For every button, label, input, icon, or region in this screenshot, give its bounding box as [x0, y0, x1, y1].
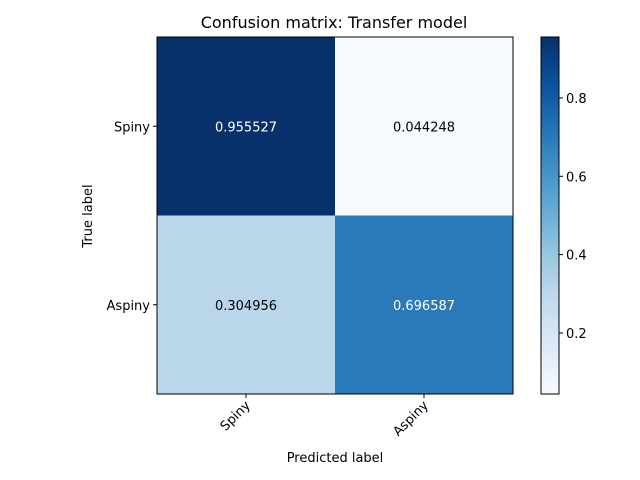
colorbar-tick-label-1: 0.4 [566, 249, 587, 264]
matrix-cell-value-r0-c0: 0.955527 [215, 120, 277, 135]
x-axis-ticks: Spiny Aspiny [218, 394, 432, 440]
colorbar-tick-label-2: 0.6 [566, 170, 587, 185]
matrix-cell-r1-c1 [335, 215, 513, 394]
colorbar-tick-label-3: 0.8 [566, 92, 587, 107]
matrix-cell-value-r0-c1: 0.044248 [393, 120, 455, 135]
matrix-cell-r0-c0 [157, 37, 335, 216]
x-axis-label: Predicted label [287, 451, 384, 466]
matrix-cell-value-r1-c1: 0.696587 [393, 299, 455, 314]
colorbar [540, 36, 560, 395]
y-tick-label-0: Spiny [114, 120, 150, 135]
chart-title: Confusion matrix: Transfer model [201, 13, 468, 32]
colorbar-tick-label-0: 0.2 [566, 327, 587, 342]
colorbar-ticks: 0.2 0.4 0.6 0.8 [559, 92, 587, 342]
matrix-cell-value-r1-c0: 0.304956 [215, 299, 277, 314]
x-tick-label-1: Aspiny [390, 398, 432, 440]
matrix-cell-r0-c1 [335, 37, 513, 216]
x-tick-label-0: Spiny [218, 398, 254, 434]
matrix-cell-r1-c0 [157, 215, 335, 394]
y-tick-label-1: Aspiny [107, 299, 151, 314]
plot-frame [156, 36, 514, 395]
y-axis-label: True label [81, 184, 96, 248]
matrix-cells: 0.955527 0.044248 0.304956 0.696587 [157, 37, 513, 394]
y-axis-ticks: Spiny Aspiny [107, 120, 157, 314]
